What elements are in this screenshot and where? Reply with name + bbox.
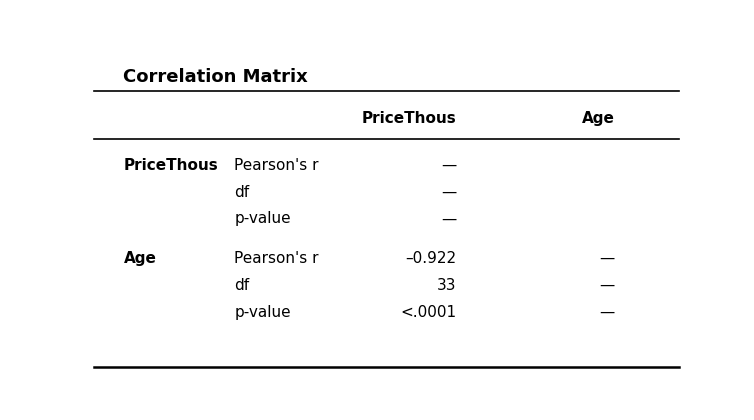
Text: p-value: p-value — [234, 211, 291, 226]
Text: 33: 33 — [437, 278, 457, 293]
Text: df: df — [234, 278, 250, 293]
Text: PriceThous: PriceThous — [362, 111, 457, 126]
Text: —: — — [441, 211, 457, 226]
Text: —: — — [441, 158, 457, 173]
Text: —: — — [599, 305, 615, 320]
Text: —: — — [599, 251, 615, 266]
Text: df: df — [234, 184, 250, 200]
Text: Pearson's r: Pearson's r — [234, 158, 319, 173]
Text: p-value: p-value — [234, 305, 291, 320]
Text: Pearson's r: Pearson's r — [234, 251, 319, 266]
Text: –0.922: –0.922 — [406, 251, 457, 266]
Text: Age: Age — [581, 111, 615, 126]
Text: <.0001: <.0001 — [400, 305, 457, 320]
Text: Correlation Matrix: Correlation Matrix — [124, 68, 308, 86]
Text: Age: Age — [124, 251, 156, 266]
Text: —: — — [441, 184, 457, 200]
Text: PriceThous: PriceThous — [124, 158, 218, 173]
Text: —: — — [599, 278, 615, 293]
